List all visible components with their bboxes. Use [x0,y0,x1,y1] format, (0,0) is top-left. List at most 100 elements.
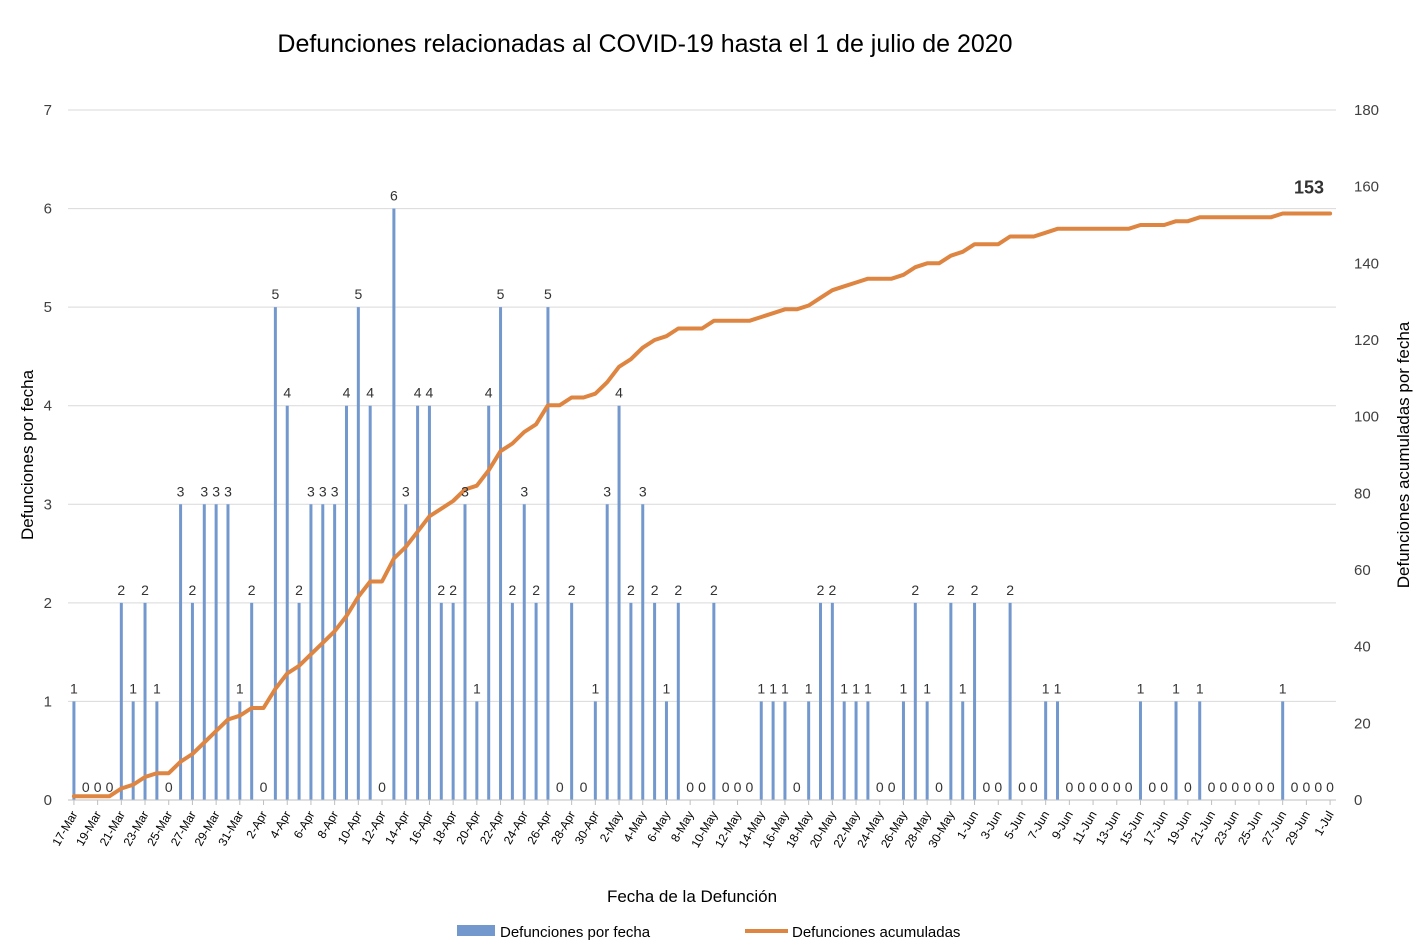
bar-data-label: 0 [1113,779,1121,795]
bar [842,701,846,800]
y2-tick-label: 180 [1354,102,1379,119]
bar [1056,701,1060,800]
bar-data-label: 0 [1018,779,1026,795]
y-tick-label: 2 [44,595,52,612]
x-tick-label: 7-Jun [1025,809,1052,842]
bar-data-label: 2 [710,582,718,598]
y2-tick-label: 60 [1354,562,1371,579]
bar-data-label: 3 [319,483,327,499]
bar-data-label: 1 [769,680,777,696]
bar [487,405,491,800]
bar-data-label: 1 [129,680,137,696]
y2-tick-label: 40 [1354,639,1371,656]
bar-data-label: 0 [1326,779,1334,795]
bar [925,701,929,800]
bar-data-label: 2 [508,582,516,598]
bar-data-label: 0 [580,779,588,795]
bar [1138,701,1142,800]
bar [830,602,834,800]
bar-data-label: 3 [177,483,185,499]
bar [273,307,277,800]
bar [392,208,396,801]
bar-data-label: 3 [212,483,220,499]
bar-data-label: 0 [698,779,706,795]
bar-data-label: 1 [959,680,967,696]
bar [143,602,147,800]
bar [250,602,254,800]
y2-tick-label: 120 [1354,332,1379,349]
y2-tick-label: 140 [1354,255,1379,272]
bar-data-label: 5 [354,286,362,302]
axes: 0123456702040608010012014016018017-Mar19… [44,102,1379,850]
y2-tick-label: 80 [1354,485,1371,502]
bar-data-label: 2 [828,582,836,598]
bar-data-label: 0 [935,779,943,795]
bar-data-label: 4 [414,385,422,401]
y-tick-label: 7 [44,102,52,119]
bar [368,405,372,800]
bar [427,405,431,800]
bar-data-label: 0 [1030,779,1038,795]
bar-data-label: 2 [141,582,149,598]
bar-data-label: 2 [189,582,197,598]
y-axis-title: Defunciones por fecha [18,369,37,540]
bar [819,602,823,800]
bar-data-label: 1 [1172,680,1180,696]
bar-data-label: 0 [1255,779,1263,795]
bar-data-label: 0 [556,779,564,795]
bar-data-label: 1 [1054,680,1062,696]
bar [676,602,680,800]
y2-tick-label: 160 [1354,179,1379,196]
bar-data-label: 1 [923,680,931,696]
bar-data-label: 1 [757,680,765,696]
legend-label-line: Defunciones acumuladas [792,924,960,941]
y-tick-label: 0 [44,792,52,809]
bar-data-label: 0 [1089,779,1097,795]
bar-data-label: 0 [1267,779,1275,795]
bar [202,504,206,800]
bar-data-label: 2 [817,582,825,598]
bar [617,405,621,800]
bar-data-label: 2 [651,582,659,598]
y-tick-label: 5 [44,299,52,316]
y2-tick-label: 20 [1354,715,1371,732]
bar [1044,701,1048,800]
bar-data-label: 3 [603,483,611,499]
bar [546,307,550,800]
bar-data-label: 0 [888,779,896,795]
x-tick-label: 5-Jun [1001,809,1028,842]
bar-data-label: 0 [722,779,730,795]
bar [475,701,479,800]
bar-data-label: 0 [793,779,801,795]
line-series [71,211,1333,799]
bar-data-label: 2 [532,582,540,598]
bar-data-label: 0 [94,779,102,795]
bar-data-label: 0 [1077,779,1085,795]
bar [463,504,467,800]
bar-data-label: 0 [82,779,90,795]
bar [131,701,135,800]
bar-series [72,208,1285,801]
bar [344,405,348,800]
bar [451,602,455,800]
chart-title: Defunciones relacionadas al COVID-19 has… [277,30,1012,58]
bar-data-label: 1 [1279,680,1287,696]
bar-data-label: 1 [1137,680,1145,696]
bar-data-label: 1 [663,680,671,696]
bar-data-label: 4 [366,385,374,401]
bar-data-label: 0 [746,779,754,795]
x-axis-title: Fecha de la Defunción [607,887,777,906]
bar [297,602,301,800]
bar-data-label: 3 [307,483,315,499]
bar [593,701,597,800]
bar-data-label: 3 [461,483,469,499]
bar-data-label: 4 [426,385,434,401]
bar [1008,602,1012,800]
x-tick-label: 3-Jun [978,809,1005,842]
bar-data-label: 1 [153,680,161,696]
bar [605,504,609,800]
bar [866,701,870,800]
bar-data-label: 2 [248,582,256,598]
